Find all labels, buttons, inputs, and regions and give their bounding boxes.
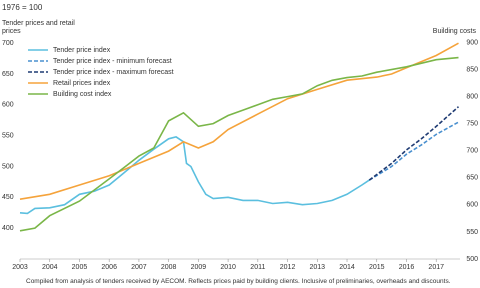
y2-tick-label: 600 (466, 202, 478, 209)
note: Compiled from analysis of tenders receiv… (26, 278, 451, 285)
x-tick-label: 2009 (191, 264, 207, 271)
y2-tick-label: 550 (466, 229, 478, 236)
y2-tick-label: 900 (466, 39, 478, 46)
x-tick-label: 2010 (220, 264, 236, 271)
y-tick-label: 400 (2, 225, 14, 232)
legend-label: Tender price index - minimum forecast (53, 58, 172, 65)
x-tick-label: 2007 (131, 264, 147, 271)
y2-axis-label: Building costs (432, 28, 476, 35)
x-tick-label: 2011 (250, 264, 265, 271)
y2-tick-label: 650 (466, 175, 478, 182)
y2-tick-label: 800 (466, 93, 478, 100)
series-line (19, 56, 459, 232)
y-axis-label: Tender prices and retail prices (2, 20, 75, 35)
legend-label: Building cost index (53, 91, 112, 98)
x-tick-label: 2006 (101, 264, 117, 271)
x-tick-label: 2004 (42, 264, 58, 271)
y-tick-label: 500 (2, 163, 14, 170)
legend-label: Tender price index (53, 47, 111, 54)
legend-label: Retail prices index (53, 80, 111, 87)
y-tick-label: 450 (2, 194, 14, 201)
y2-tick-label: 750 (466, 120, 478, 127)
x-tick-label: 2016 (399, 264, 415, 271)
y-tick-label: 600 (2, 102, 14, 109)
y2-tick-label: 500 (466, 256, 478, 263)
x-tick-label: 2008 (161, 264, 177, 271)
x-tick-label: 2013 (310, 264, 326, 271)
series-line (19, 136, 370, 215)
x-tick-label: 2014 (339, 264, 355, 271)
x-tick-label: 2017 (428, 264, 444, 271)
y-tick-label: 550 (2, 133, 14, 140)
x-tick-label: 2012 (280, 264, 296, 271)
y2-tick-label: 700 (466, 148, 478, 155)
y-tick-label: 650 (2, 71, 14, 78)
series-line (368, 121, 459, 181)
y2-tick-label: 850 (466, 66, 478, 73)
subtitle: 1976 = 100 (2, 3, 43, 12)
x-tick-label: 2005 (72, 264, 88, 271)
x-tick-label: 2015 (369, 264, 385, 271)
series-line (368, 106, 460, 181)
x-tick-label: 2003 (12, 264, 28, 271)
series-line (19, 42, 459, 200)
y-tick-label: 700 (2, 40, 14, 47)
legend-label: Tender price index - maximum forecast (53, 69, 174, 76)
